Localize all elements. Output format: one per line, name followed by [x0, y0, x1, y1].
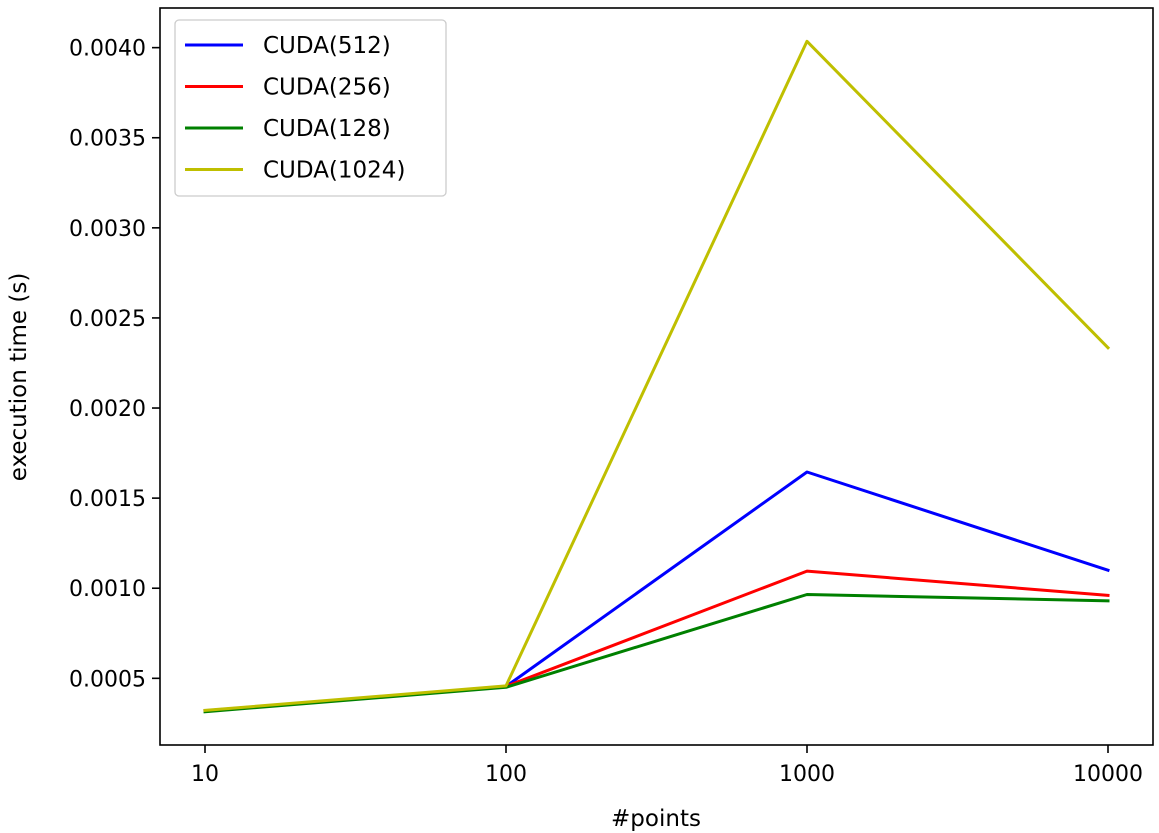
- y-tick-label: 0.0005: [69, 667, 146, 692]
- y-tick-label: 0.0035: [69, 127, 146, 152]
- y-tick-label: 0.0020: [69, 397, 146, 422]
- x-axis-label: #points: [611, 806, 701, 832]
- legend: CUDA(512) CUDA(256) CUDA(128) CUDA(1024): [174, 19, 447, 197]
- y-tick-label: 0.0025: [69, 307, 146, 332]
- legend-label-1: CUDA(512): [263, 33, 391, 59]
- y-tick-label: 0.0015: [69, 487, 146, 512]
- y-tick-label: 0.0040: [69, 37, 146, 62]
- x-tick-label: 1000: [779, 762, 835, 787]
- x-axis: 10 100 1000 10000: [191, 745, 1143, 787]
- legend-frame: [174, 19, 447, 197]
- y-axis-label: execution time (s): [6, 273, 32, 482]
- x-tick-label: 100: [485, 762, 527, 787]
- legend-label-3: CUDA(128): [263, 116, 391, 142]
- legend-label-2: CUDA(256): [263, 75, 391, 101]
- series-line-4: [203, 39, 1111, 713]
- y-axis: 0.0005 0.0010 0.0015 0.0020 0.0025 0.0030 0.00…: [69, 37, 160, 692]
- y-tick-label: 0.0010: [69, 577, 146, 602]
- y-tick-label: 0.0030: [69, 217, 146, 242]
- legend-label-4: CUDA(1024): [263, 158, 405, 184]
- series-layer: [203, 39, 1111, 714]
- x-tick-label: 10000: [1073, 762, 1143, 787]
- x-tick-label: 10: [191, 762, 219, 787]
- plot-frame: [159, 7, 1154, 746]
